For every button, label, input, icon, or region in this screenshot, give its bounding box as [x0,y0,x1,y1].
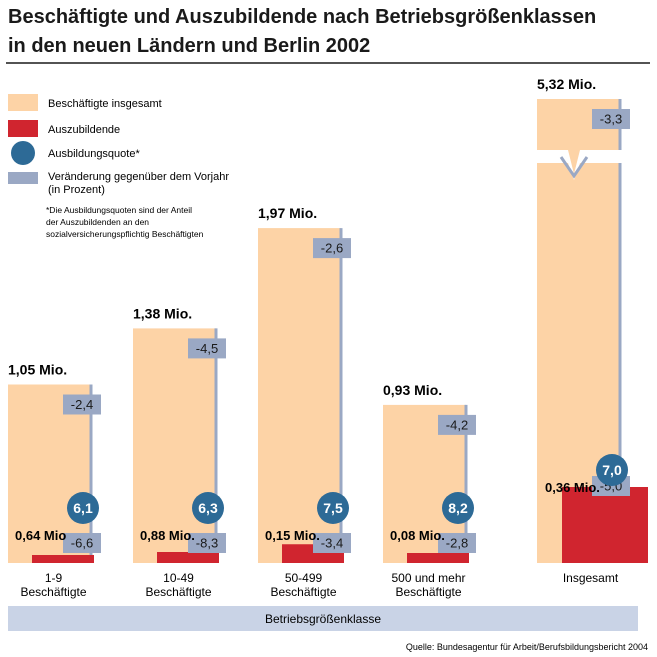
footnote-line-3: sozialversicherungspflichtig Beschäftigt… [46,229,204,239]
bar-2-employees-label: 1,38 Mio. [133,305,192,321]
bar-3-rate-label: 7,5 [323,500,343,516]
bar-2-trainees [157,552,219,563]
bar-5-employees-label: 5,32 Mio. [537,76,596,92]
footnote-line-1: *Die Ausbildungsquoten sind der Anteil [46,205,192,215]
bars-group: 1,05 Mio.-2,4-6,60,64 Mio6,11-9Beschäfti… [8,76,648,599]
bar-1-employees-change-box [63,394,101,415]
bar-1-trainees [32,555,94,563]
bar-4-category-label-1: 500 und mehr [391,571,465,585]
bar-1-employees-change-label: -2,4 [71,397,93,412]
chart-title-line-2: in den neuen Ländern und Berlin 2002 [8,35,370,57]
legend-label-trainees: Auszubildende [48,124,120,136]
bar-2-trainees-label: 0,88 Mio. [140,528,195,543]
bar-4-trainees-change-box [438,533,476,553]
bar-5-trainees-label: 0,36 Mio. [545,480,600,495]
bar-4-employees-label: 0,93 Mio. [383,382,442,398]
legend-swatch-employees [8,94,38,111]
bar-2-trainees-change-label: -8,3 [196,536,218,551]
legend-label-change-line-1: Veränderung gegenüber dem Vorjahr [48,171,229,183]
bar-3-trainees-change-box [313,533,351,553]
legend-swatch-trainees [8,120,38,137]
bar-5-rate-circle [596,454,628,486]
bar-4-trainees-change-label: -2,8 [446,536,468,551]
bar-2-rate-circle [192,492,224,524]
bar-4-trainees-label: 0,08 Mio. [390,528,445,543]
bar-2-employees-change-label: -4,5 [196,341,218,356]
bar-5-axis-break [536,150,623,180]
legend-label-rate: Ausbildungsquote* [48,148,140,160]
bar-1-rate-label: 6,1 [73,500,93,516]
bar-4-employees-change-box [438,414,476,435]
bar-1-trainees-change-box [63,533,101,553]
bar-3-employees-label: 1,97 Mio. [258,205,317,221]
source-note: Quelle: Bundesagentur für Arbeit/Berufsb… [406,642,648,652]
bar-3-category-label-2: Beschäftigte [270,585,336,599]
bar-5-axis-break-mark [559,156,589,179]
bar-5-employees-change-box [592,109,630,129]
bar-4-employees-change-label: -4,2 [446,417,468,432]
legend-label-employees: Beschäftigte insgesamt [48,98,162,110]
legend-label-change-line-2: (in Prozent) [48,184,105,196]
chart-title-line-1: Beschäftigte und Auszubildende nach Betr… [8,6,596,28]
bar-2-employees [133,328,216,563]
bar-4-rate-label: 8,2 [448,500,468,516]
bar-4-trainees [407,553,469,563]
bar-1-category-label-2: Beschäftigte [20,585,86,599]
bar-3-employees-change-box [313,238,351,259]
bar-3-trainees-label: 0,15 Mio. [265,528,320,543]
bar-5-category-label-1: Insgesamt [563,571,619,585]
bar-4-category-label-2: Beschäftigte [395,585,461,599]
legend: Beschäftigte insgesamt Auszubildende Aus… [8,94,229,239]
legend-swatch-rate [11,141,35,165]
bar-2-category-label-2: Beschäftigte [145,585,211,599]
bar-2-employees-change-box [188,338,226,359]
bar-1-trainees-label: 0,64 Mio [15,528,66,543]
bar-3-category-label-1: 50-499 [285,571,323,585]
bar-3-employees-change-label: -2,6 [321,241,343,256]
bar-2-rate-label: 6,3 [198,500,218,516]
bar-1-trainees-change-label: -6,6 [71,536,93,551]
bar-4-rate-circle [442,492,474,524]
bar-2-category-label-1: 10-49 [163,571,194,585]
x-axis-label: Betriebsgrößenklasse [265,612,381,626]
bar-1-employees-label: 1,05 Mio. [8,362,67,378]
bar-5-rate-label: 7,0 [602,462,622,478]
bar-5-employees-change-label: -3,3 [600,112,622,127]
bar-1-category-label-1: 1-9 [45,571,63,585]
x-axis-band [8,606,638,631]
bar-1-rate-circle [67,492,99,524]
legend-swatch-change [8,172,38,184]
bar-3-trainees-change-label: -3,4 [321,536,343,551]
bar-3-rate-circle [317,492,349,524]
footnote-line-2: der Auszubildenden an den [46,217,149,227]
bar-5-trainees [562,487,648,563]
bar-2-trainees-change-box [188,533,226,553]
